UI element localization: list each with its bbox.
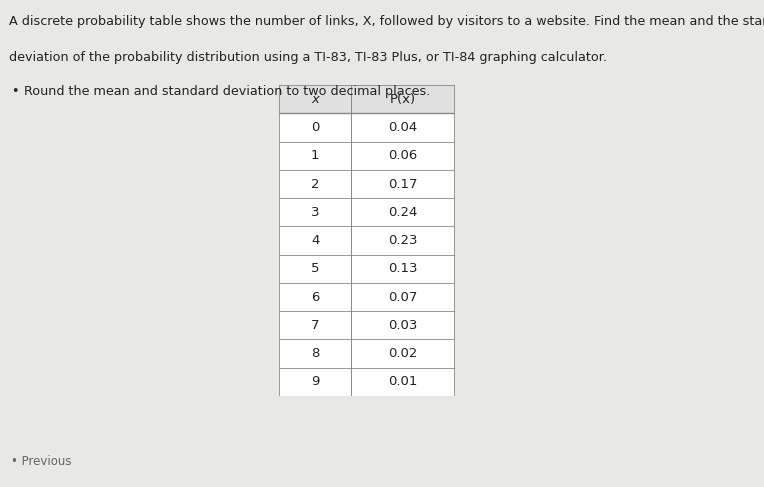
Text: 1: 1 [311, 150, 319, 162]
Text: 0.13: 0.13 [388, 262, 418, 275]
Text: 4: 4 [311, 234, 319, 247]
Bar [279, 311, 351, 339]
Bar [351, 226, 455, 255]
Bar [351, 368, 455, 396]
Bar [279, 226, 351, 255]
Bar [351, 198, 455, 226]
Text: 0: 0 [311, 121, 319, 134]
Bar [351, 283, 455, 311]
Bar [351, 113, 455, 142]
Text: 8: 8 [311, 347, 319, 360]
Text: 0.24: 0.24 [388, 206, 418, 219]
Text: 0.17: 0.17 [388, 178, 418, 190]
Bar [351, 255, 455, 283]
Text: A discrete probability table shows the number of links, X, followed by visitors : A discrete probability table shows the n… [9, 15, 764, 28]
Bar [279, 255, 351, 283]
Text: 0.04: 0.04 [388, 121, 418, 134]
Text: 3: 3 [311, 206, 319, 219]
Bar [279, 113, 351, 142]
Bar [279, 339, 351, 368]
Bar [279, 85, 351, 113]
Text: 0.06: 0.06 [388, 150, 418, 162]
Bar [279, 198, 351, 226]
Text: 0.07: 0.07 [388, 291, 418, 303]
Bar [279, 368, 351, 396]
Text: 0.02: 0.02 [388, 347, 418, 360]
Bar [351, 311, 455, 339]
Text: •: • [11, 85, 19, 98]
Text: P(x): P(x) [390, 93, 416, 106]
Text: 9: 9 [311, 375, 319, 388]
Text: 0.01: 0.01 [388, 375, 418, 388]
Bar [279, 283, 351, 311]
Text: • Previous: • Previous [11, 454, 72, 468]
Text: x: x [311, 93, 319, 106]
Text: 0.23: 0.23 [388, 234, 418, 247]
Text: 5: 5 [311, 262, 319, 275]
Bar [279, 170, 351, 198]
Text: 2: 2 [311, 178, 319, 190]
Bar [351, 170, 455, 198]
Text: 0.03: 0.03 [388, 319, 418, 332]
Text: deviation of the probability distribution using a TI-83, TI-83 Plus, or TI-84 gr: deviation of the probability distributio… [9, 51, 607, 64]
Bar [279, 142, 351, 170]
Bar [351, 142, 455, 170]
Text: Round the mean and standard deviation to two decimal places.: Round the mean and standard deviation to… [24, 85, 431, 98]
Text: 6: 6 [311, 291, 319, 303]
Bar [351, 85, 455, 113]
Text: 7: 7 [311, 319, 319, 332]
Bar [351, 339, 455, 368]
